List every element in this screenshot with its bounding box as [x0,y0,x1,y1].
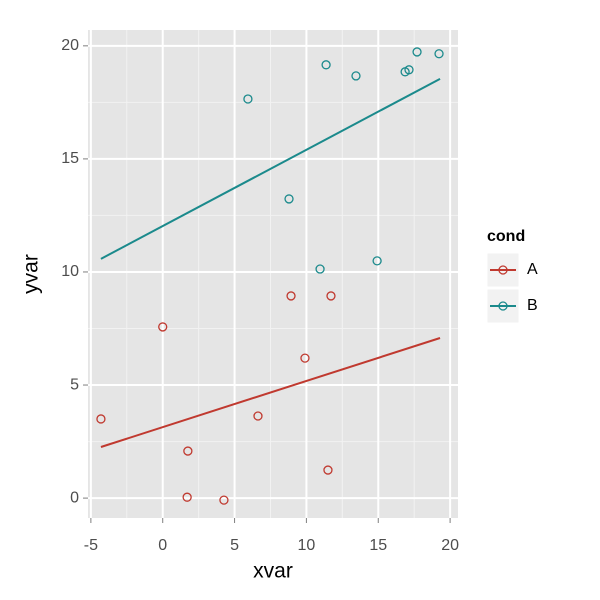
point [315,264,325,274]
point [182,492,192,502]
legend-label: B [527,297,538,314]
fit-line [100,77,441,260]
legend-point [498,301,508,311]
panel [88,30,458,518]
y-tick-label: 0 [70,489,79,506]
legend-label: A [527,261,538,278]
fit-line [100,337,441,448]
x-tick-label: 15 [369,537,387,554]
point [434,49,444,59]
y-tick-label: 5 [70,376,79,393]
point [351,71,361,81]
legend-point [498,265,508,275]
point [284,194,294,204]
point [158,322,168,332]
point [183,446,193,456]
point [96,414,106,424]
point [243,94,253,104]
point [326,291,336,301]
x-tick-label: 10 [298,537,316,554]
x-tick-label: 5 [230,537,239,554]
x-tick-label: 0 [158,537,167,554]
point [404,65,414,75]
point [286,291,296,301]
point [300,353,310,363]
point [323,465,333,475]
x-tick-label: 20 [441,537,459,554]
point [412,47,422,57]
x-tick-label: -5 [84,537,98,554]
x-axis-title: xvar [253,560,293,583]
point [372,256,382,266]
legend-title: cond [487,228,525,245]
y-tick-label: 10 [61,263,79,280]
y-tick-label: 15 [61,150,79,167]
point [219,495,229,505]
point [253,411,263,421]
point [321,60,331,70]
y-axis-title: yvar [20,254,43,294]
y-tick-label: 20 [61,37,79,54]
